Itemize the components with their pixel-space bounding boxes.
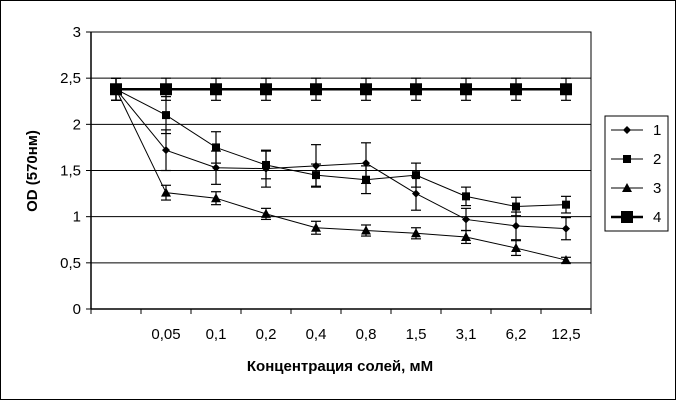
data-point xyxy=(262,160,270,169)
x-tick-label: 12,5 xyxy=(551,326,580,343)
x-tick-label: 1,5 xyxy=(406,326,427,343)
data-point xyxy=(212,143,220,152)
data-point xyxy=(410,83,422,96)
data-point xyxy=(210,83,222,96)
legend-marker xyxy=(621,211,633,223)
data-point xyxy=(462,192,470,201)
legend-label: 4 xyxy=(653,209,661,226)
data-point xyxy=(411,228,421,238)
x-tick-label: 0,8 xyxy=(356,326,377,343)
x-tick-labels: 0,05 0,1 0,2 0,4 0,8 1,5 3,1 6,2 12,5 xyxy=(151,326,580,343)
data-point xyxy=(362,159,370,168)
data-point xyxy=(160,83,172,96)
data-point xyxy=(512,221,520,230)
data-point xyxy=(211,193,221,203)
data-point xyxy=(561,255,571,265)
y-tick-label: 1 xyxy=(73,209,81,226)
data-point xyxy=(310,83,322,96)
legend-marker xyxy=(623,155,631,163)
data-point xyxy=(212,163,220,172)
legend-label: 3 xyxy=(653,180,661,197)
data-point xyxy=(311,222,321,232)
data-point xyxy=(512,202,520,211)
legend-label: 2 xyxy=(653,151,661,168)
data-point xyxy=(261,208,271,218)
data-point xyxy=(162,146,170,155)
data-point xyxy=(412,189,420,198)
data-point xyxy=(511,243,521,253)
series-line xyxy=(115,89,567,261)
data-point xyxy=(110,83,122,96)
data-point xyxy=(461,231,471,241)
gridlines xyxy=(86,31,592,314)
data-point xyxy=(562,224,570,233)
series-layer xyxy=(110,77,572,265)
data-point xyxy=(560,83,572,96)
series-line xyxy=(115,88,567,208)
series-line xyxy=(115,88,567,230)
legend-label: 1 xyxy=(653,122,661,139)
data-point xyxy=(460,83,472,96)
y-tick-label: 3 xyxy=(73,24,81,41)
data-point xyxy=(362,175,370,184)
series-4 xyxy=(110,77,572,101)
data-point xyxy=(162,111,170,120)
legend-marker xyxy=(623,126,631,134)
y-tick-label: 2,5 xyxy=(60,70,81,87)
y-axis-title: OD (570нм) xyxy=(24,130,41,212)
data-point xyxy=(462,215,470,224)
x-tick-label: 0,4 xyxy=(306,326,327,343)
x-axis-title: Концентрация солей, мМ xyxy=(247,358,433,375)
data-point xyxy=(260,83,272,96)
axes xyxy=(90,32,591,310)
x-tick-label: 0,2 xyxy=(256,326,277,343)
y-tick-label: 0,5 xyxy=(60,255,81,272)
legend: 1 2 3 4 xyxy=(604,115,669,232)
data-point xyxy=(412,171,420,180)
x-tick-label: 0,05 xyxy=(151,326,180,343)
y-tick-label: 0 xyxy=(73,301,81,318)
data-point xyxy=(361,225,371,235)
data-point xyxy=(510,83,522,96)
x-tick-label: 0,1 xyxy=(206,326,227,343)
y-tick-label: 2 xyxy=(73,116,81,133)
data-point xyxy=(312,171,320,180)
data-point xyxy=(562,200,570,209)
legend-box xyxy=(604,115,669,232)
data-point xyxy=(161,187,171,197)
y-tick-labels: 0 0,5 1 1,5 2 2,5 3 xyxy=(60,24,81,318)
y-tick-label: 1,5 xyxy=(60,163,81,180)
x-tick-label: 3,1 xyxy=(456,326,477,343)
data-point xyxy=(360,83,372,96)
x-tick-label: 6,2 xyxy=(506,326,527,343)
legend-marker xyxy=(622,183,632,192)
